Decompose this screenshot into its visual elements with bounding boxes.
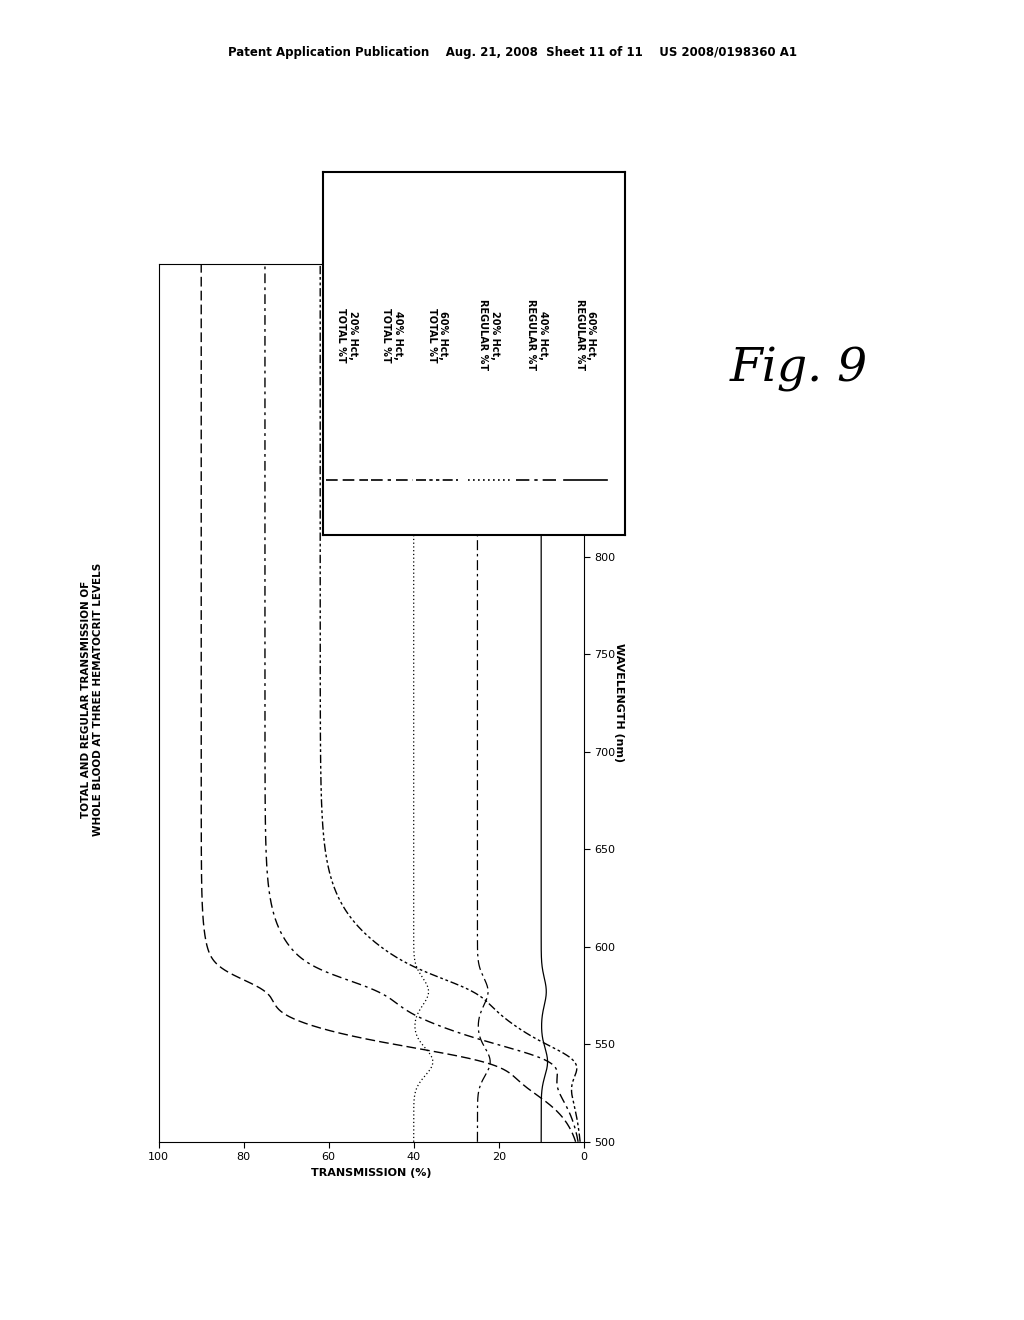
Text: Patent Application Publication    Aug. 21, 2008  Sheet 11 of 11    US 2008/01983: Patent Application Publication Aug. 21, … bbox=[227, 46, 797, 59]
Text: 40% Hct,
TOTAL %T: 40% Hct, TOTAL %T bbox=[381, 308, 402, 362]
Text: Fig. 9: Fig. 9 bbox=[729, 347, 868, 392]
X-axis label: TRANSMISSION (%): TRANSMISSION (%) bbox=[311, 1168, 431, 1177]
Text: 20% Hct,
TOTAL %T: 20% Hct, TOTAL %T bbox=[336, 308, 357, 362]
Text: 60% Hct,
TOTAL %T: 60% Hct, TOTAL %T bbox=[427, 308, 449, 362]
Text: TOTAL AND REGULAR TRANSMISSION OF
WHOLE BLOOD AT THREE HEMATOCRIT LEVELS: TOTAL AND REGULAR TRANSMISSION OF WHOLE … bbox=[81, 562, 103, 837]
Text: 20% Hct,
REGULAR %T: 20% Hct, REGULAR %T bbox=[478, 300, 500, 371]
Text: 60% Hct,
REGULAR %T: 60% Hct, REGULAR %T bbox=[574, 300, 596, 371]
Text: 40% Hct,
REGULAR %T: 40% Hct, REGULAR %T bbox=[526, 300, 548, 371]
Y-axis label: WAVELENGTH (nm): WAVELENGTH (nm) bbox=[613, 643, 624, 763]
